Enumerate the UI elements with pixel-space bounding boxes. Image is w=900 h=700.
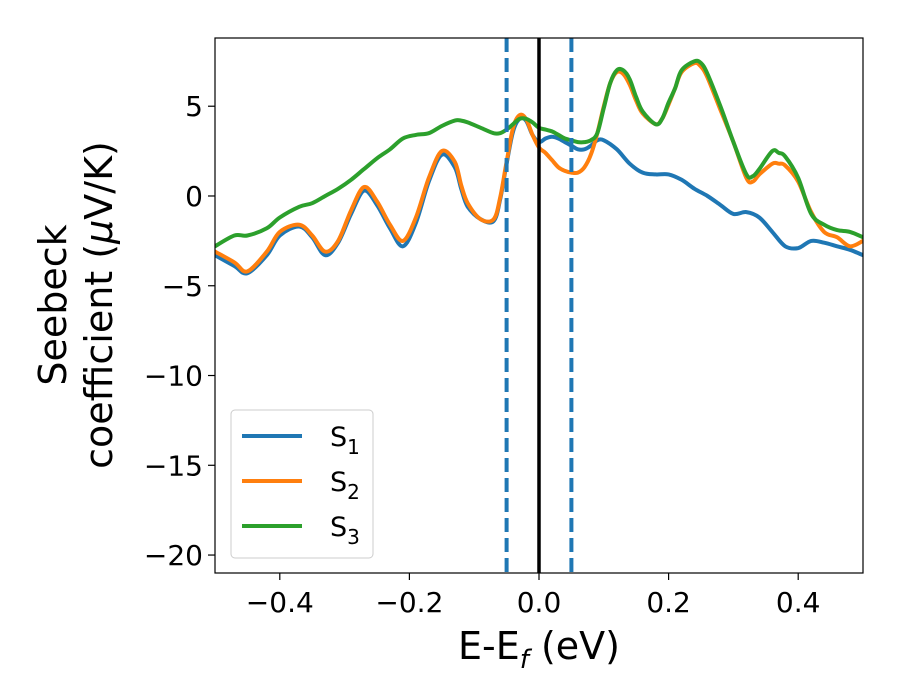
x-axis-title: E-Ef (eV) bbox=[458, 624, 620, 675]
y-tick-label: −15 bbox=[144, 449, 203, 482]
x-axis-title-main: E-E bbox=[458, 624, 520, 668]
y-tick-label: 0 bbox=[185, 180, 203, 213]
x-tick-label: −0.2 bbox=[375, 586, 443, 619]
x-tick-label: 0.0 bbox=[517, 586, 562, 619]
y-axis-ticks: 5 0 −5 −10 −15 −20 bbox=[144, 90, 215, 572]
y-tick-label: −10 bbox=[144, 360, 203, 393]
reference-lines bbox=[504, 38, 574, 573]
x-tick-label: 0.2 bbox=[646, 586, 691, 619]
y-tick-label: 5 bbox=[185, 90, 203, 123]
legend-label-s2: S2 bbox=[330, 467, 360, 504]
x-axis-ticks: −0.4 −0.2 0.0 0.2 0.4 bbox=[246, 573, 821, 619]
y-tick-label: −20 bbox=[144, 539, 203, 572]
y-tick-label: −5 bbox=[162, 270, 203, 303]
y-axis-title-line2: coefficient (μV/K) bbox=[77, 141, 121, 469]
legend-label-s1: S1 bbox=[330, 422, 360, 459]
x-tick-label: 0.4 bbox=[776, 586, 821, 619]
x-axis-title-suffix: (eV) bbox=[529, 624, 620, 668]
x-tick-label: −0.4 bbox=[246, 586, 314, 619]
legend-label-s3: S3 bbox=[330, 512, 360, 549]
legend: S1 S2 S3 bbox=[230, 409, 374, 559]
legend-frame bbox=[230, 409, 374, 559]
series-line-s2 bbox=[215, 60, 863, 274]
y-axis-title-line1: Seebeck bbox=[31, 224, 75, 385]
